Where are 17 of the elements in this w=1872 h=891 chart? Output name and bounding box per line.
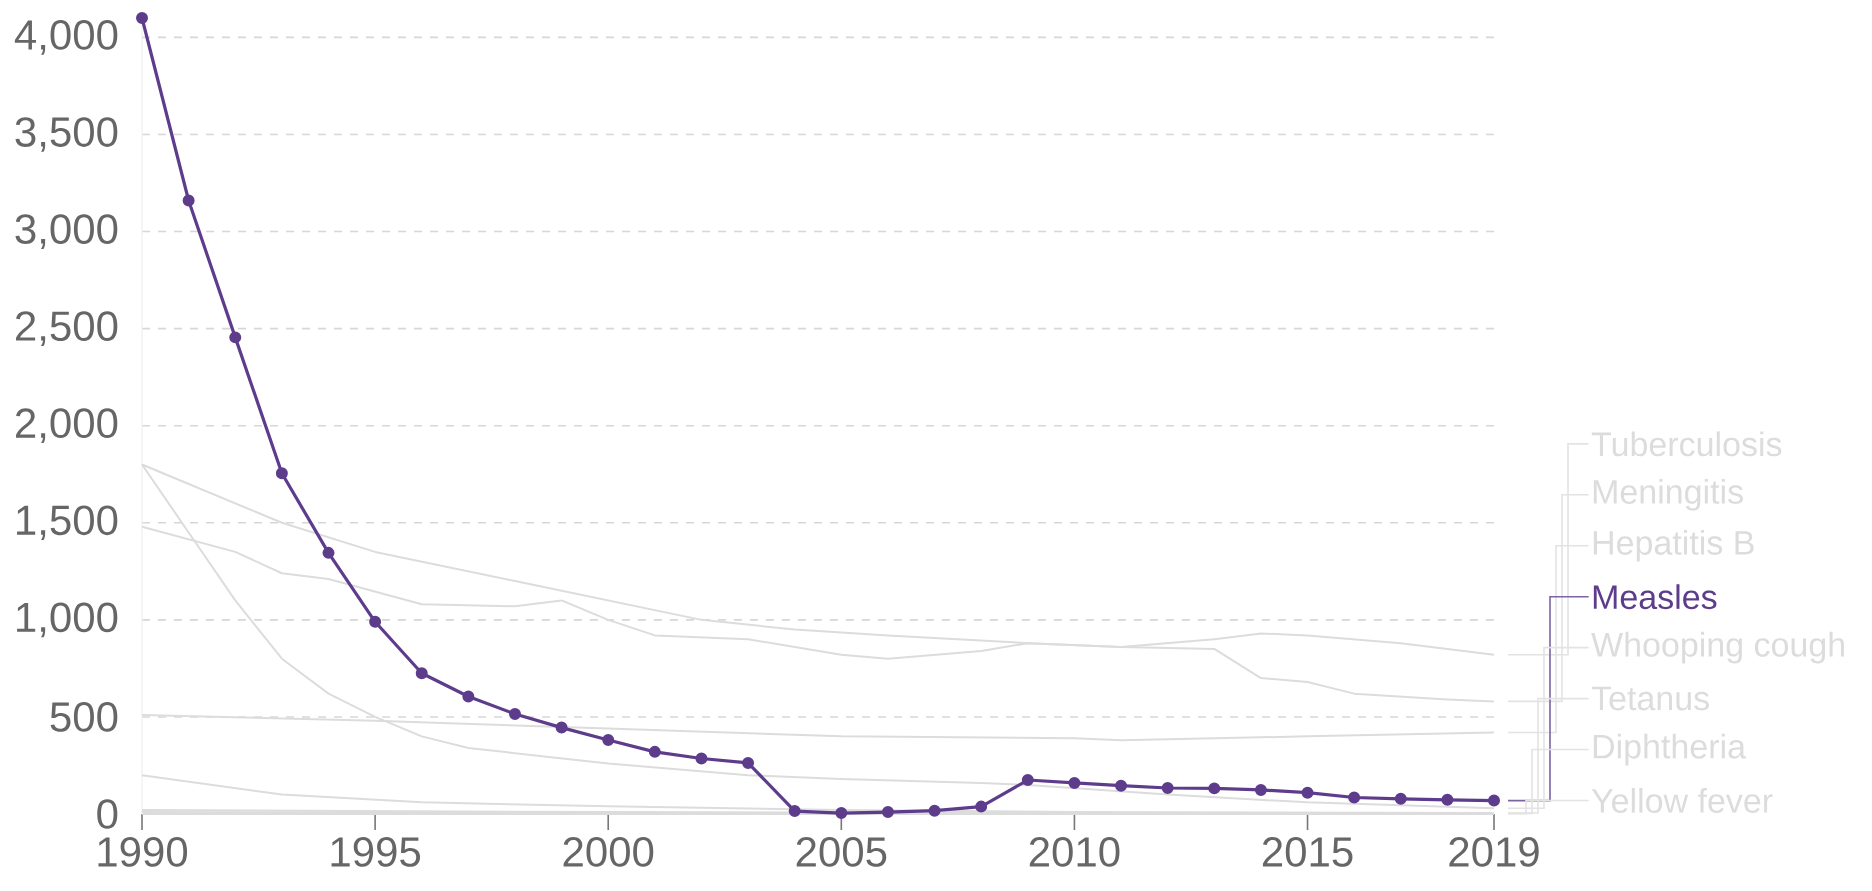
- text: Measles: [1593, 584, 1717, 610]
- y-tick-label: 1,500: [17, 505, 118, 541]
- y-tick-label: 3,500: [15, 117, 118, 152]
- x-tick-label: 1990: [98, 837, 188, 867]
- x-tick-label: 2019: [1449, 837, 1539, 867]
- y-tick-label: 0: [97, 799, 118, 829]
- y-tick-label: 3,000: [15, 214, 118, 249]
- y-tick-label: 2,500: [15, 311, 118, 346]
- y-tick-label: 4,000: [14, 20, 118, 55]
- x-tick-label: 2015: [1262, 837, 1353, 867]
- y-tick-label: 500: [50, 702, 118, 732]
- x-tick-label: 2010: [1029, 837, 1120, 867]
- x-tick-label: 2005: [796, 837, 887, 867]
- x-tick-label: 1995: [331, 837, 421, 867]
- x-tick-label: 2000: [563, 837, 654, 867]
- y-tick-label: 1,000: [17, 602, 118, 638]
- y-tick-label: 2,000: [15, 408, 118, 444]
